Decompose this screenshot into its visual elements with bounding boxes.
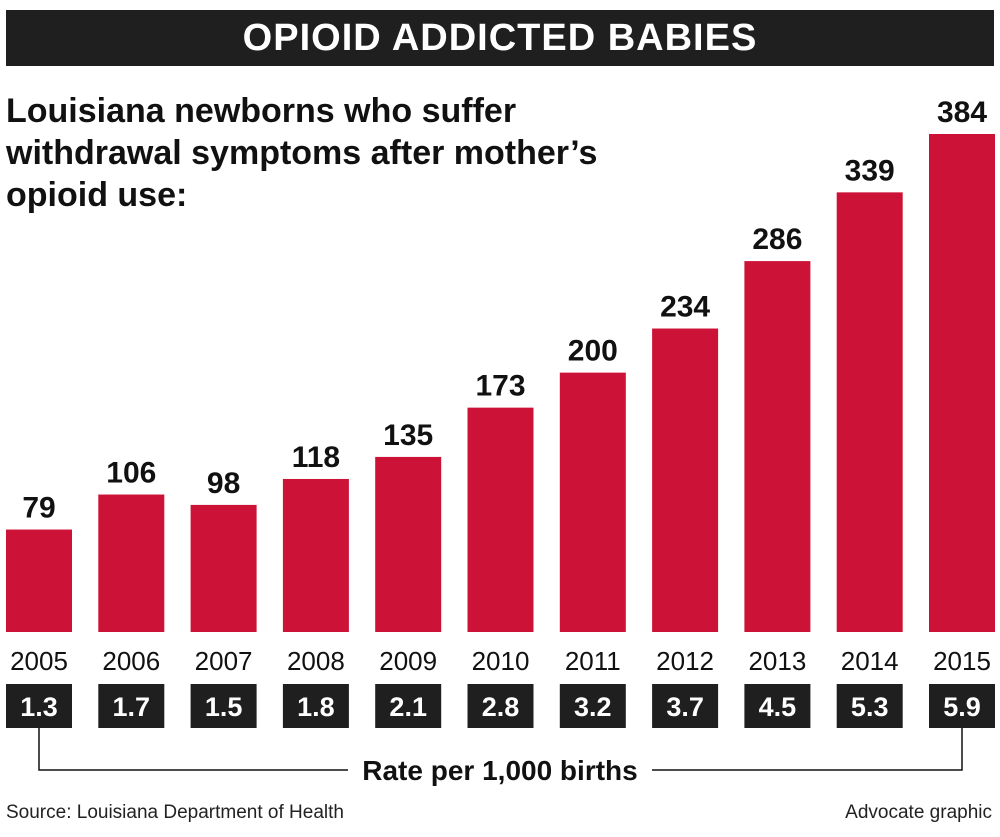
rate-value: 3.2: [574, 692, 612, 722]
bar: [467, 407, 534, 632]
rate-value: 5.9: [943, 692, 981, 722]
bar: [98, 494, 165, 632]
year-label: 2010: [472, 646, 530, 676]
value-label: 234: [660, 291, 710, 324]
rate-value: 1.7: [113, 692, 151, 722]
value-label: 200: [568, 335, 618, 368]
year-label: 2009: [379, 646, 437, 676]
rate-value: 3.7: [666, 692, 704, 722]
bar: [836, 192, 903, 632]
rate-badge: [98, 684, 165, 728]
bar: [744, 261, 811, 632]
value-label: 173: [475, 370, 525, 403]
year-label: 2013: [748, 646, 806, 676]
rate-value: 4.5: [759, 692, 797, 722]
value-label: 79: [22, 492, 55, 525]
rate-badge: [190, 684, 257, 728]
year-label: 2015: [933, 646, 991, 676]
year-label: 2014: [841, 646, 899, 676]
bar: [652, 328, 719, 632]
year-label: 2006: [102, 646, 160, 676]
chart-subtitle: Louisiana newborns who suffer withdrawal…: [6, 92, 598, 214]
value-label: 135: [383, 419, 433, 452]
value-label: 98: [207, 467, 240, 500]
year-label: 2012: [656, 646, 714, 676]
rate-badge: [652, 684, 719, 728]
year-label: 2005: [10, 646, 68, 676]
rate-badge: [559, 684, 626, 728]
year-label: 2008: [287, 646, 345, 676]
year-label: 2007: [195, 646, 253, 676]
year-label: 2011: [565, 646, 621, 676]
rate-caption: Rate per 1,000 births: [348, 754, 652, 788]
bar: [375, 456, 442, 632]
bar: [6, 529, 72, 632]
rate-badge: [929, 684, 995, 728]
source-note: Source: Louisiana Department of Health: [6, 802, 344, 823]
value-label: 118: [292, 441, 340, 474]
rate-value: 1.5: [205, 692, 243, 722]
rate-badge: [467, 684, 534, 728]
bar: [559, 372, 626, 632]
value-label: 106: [106, 457, 156, 490]
rate-value: 2.1: [389, 692, 427, 722]
rate-value: 2.8: [482, 692, 520, 722]
rate-badge: [282, 684, 349, 728]
rate-value: 1.8: [297, 692, 335, 722]
bar: [929, 134, 995, 632]
rate-badge: [6, 684, 72, 728]
bar: [282, 478, 349, 632]
rate-value: 1.3: [20, 692, 58, 722]
rate-badge: [744, 684, 811, 728]
rate-value: 5.3: [851, 692, 889, 722]
value-label: 286: [752, 223, 802, 256]
credit-note: Advocate graphic: [845, 802, 992, 823]
rate-badge: [375, 684, 442, 728]
chart-title: OPIOID ADDICTED BABIES: [6, 10, 994, 66]
value-label: 339: [845, 154, 895, 187]
bar: [190, 504, 257, 632]
rate-badge: [836, 684, 903, 728]
value-label: 384: [937, 96, 987, 129]
